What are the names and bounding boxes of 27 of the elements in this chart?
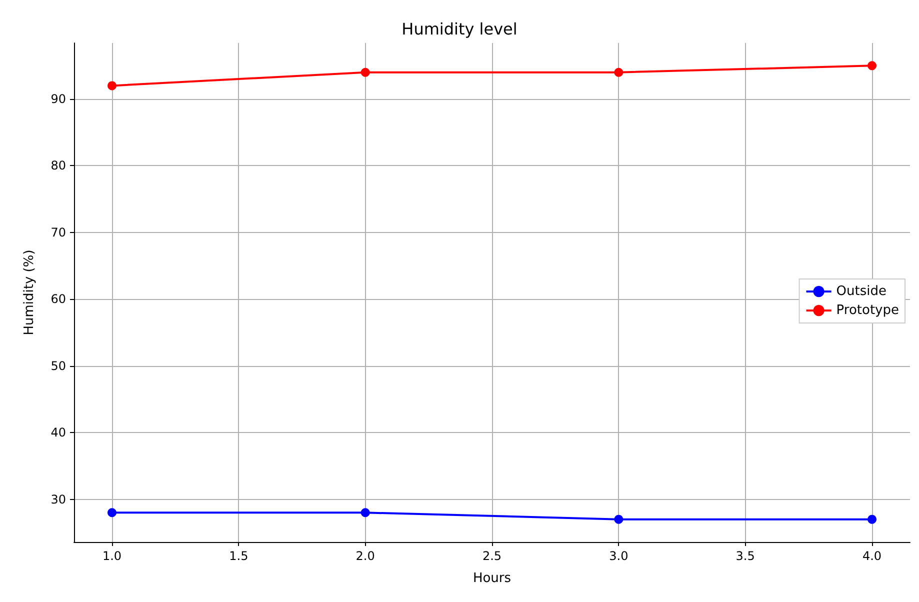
y-tick-label: 30: [50, 492, 66, 506]
point: [360, 68, 370, 77]
legend-label: Prototype: [836, 303, 900, 318]
x-tick-label: 2.5: [482, 549, 502, 563]
y-tick-label: 60: [50, 292, 66, 306]
y-axis-title: Humidity (%): [22, 250, 37, 336]
x-tick-label: 4.0: [862, 549, 882, 563]
y-tick-label: 50: [50, 358, 66, 373]
x-tick-label: 3.5: [736, 549, 755, 563]
y-tick-label: 70: [50, 225, 66, 240]
x-axis-title: Hours: [472, 571, 512, 586]
point: [614, 68, 624, 77]
point: [868, 61, 876, 70]
point: [108, 81, 116, 90]
y-tick-label: 90: [50, 92, 66, 106]
point: [868, 514, 876, 524]
x-tick-label: 1.5: [229, 549, 248, 563]
point: [360, 508, 370, 518]
y-tick-label: 80: [50, 158, 66, 173]
x-tick-label: 2.0: [356, 549, 375, 563]
y-tick-label: 40: [50, 426, 66, 440]
x-tick-label: 3.0: [609, 549, 628, 563]
point: [614, 514, 624, 524]
chart-title: Humidity level: [402, 20, 518, 38]
legend-label: Outside: [836, 284, 887, 299]
point: [108, 508, 116, 518]
x-tick-label: 1.0: [102, 549, 122, 563]
